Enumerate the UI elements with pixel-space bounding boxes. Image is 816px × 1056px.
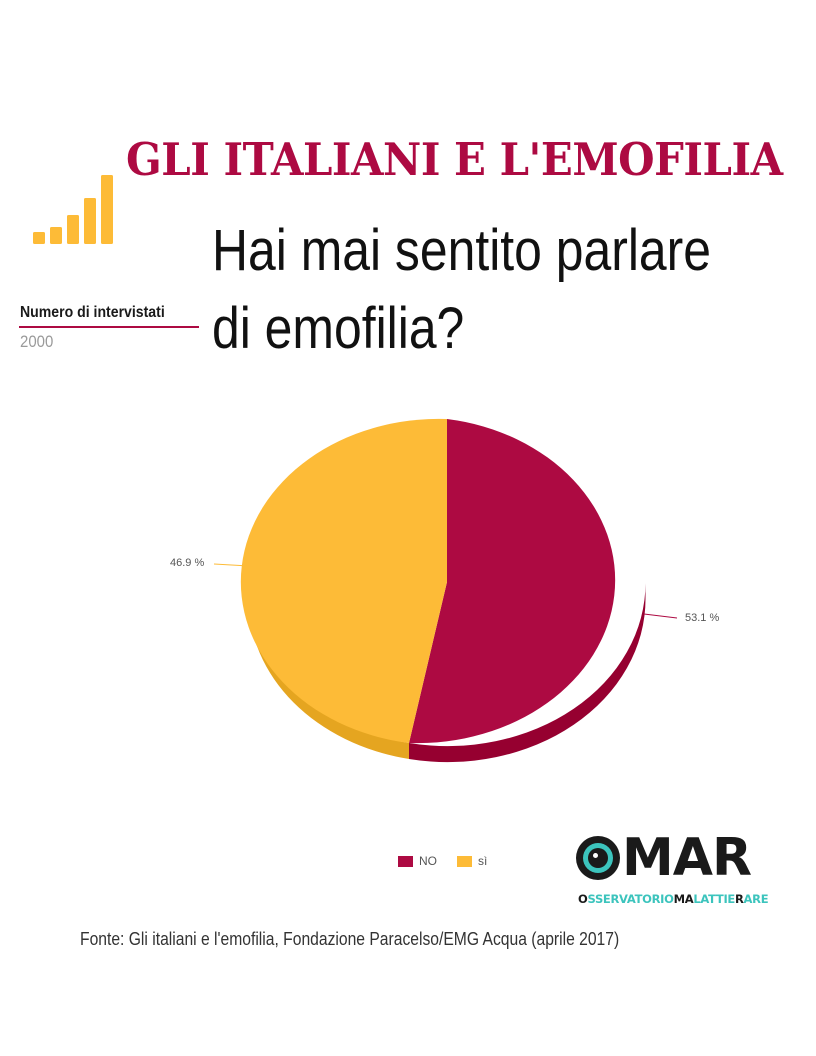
eye-icon — [576, 836, 620, 880]
question-line-1: Hai mai sentito parlare — [212, 218, 712, 283]
leader-line-no — [643, 613, 678, 619]
question-line-2: di emofilia? — [212, 296, 465, 361]
logo-sub-part: LATTIE — [693, 892, 735, 906]
logo-sub-part: MA — [673, 892, 694, 906]
leader-line-si — [213, 563, 250, 567]
sample-size-divider — [19, 326, 199, 328]
logo-wordmark: MAR — [622, 828, 752, 888]
legend-swatch-no — [398, 855, 413, 867]
chart-legend: NO sì — [398, 854, 487, 868]
legend-swatch-si — [457, 855, 472, 867]
sample-size-label: Numero di intervistati — [20, 304, 165, 321]
logo-sub-part: SSERVATORIO — [587, 892, 674, 906]
pie-slice-no[interactable] — [409, 419, 616, 744]
pie-slice-si[interactable] — [240, 418, 447, 743]
pie-side-si — [248, 582, 409, 759]
survey-question: Hai mai sentito parlare di emofilia? — [212, 212, 728, 368]
pie-label-no: 53.1 % — [685, 612, 720, 624]
legend-item-no[interactable]: NO — [398, 854, 437, 868]
infographic-title: GLI ITALIANI E L'EMOFILIA — [126, 133, 783, 186]
pie-chart — [213, 418, 678, 763]
sample-size-value: 2000 — [20, 332, 54, 351]
legend-label-no: NO — [419, 854, 437, 868]
legend-label-si: sì — [478, 854, 488, 868]
omar-logo: MAR — [576, 828, 752, 888]
logo-sub-part: ARE — [743, 892, 769, 906]
bar-chart-icon — [33, 175, 113, 244]
logo-sub-part: R — [734, 892, 744, 906]
logo-sub-part: O — [578, 892, 588, 906]
logo-subtitle: OSSERVATORIOMALATTIERARE — [578, 892, 769, 906]
pie-label-si: 46.9 % — [170, 557, 205, 569]
legend-item-si[interactable]: sì — [457, 854, 487, 868]
source-note: Fonte: Gli italiani e l'emofilia, Fondaz… — [80, 929, 620, 949]
